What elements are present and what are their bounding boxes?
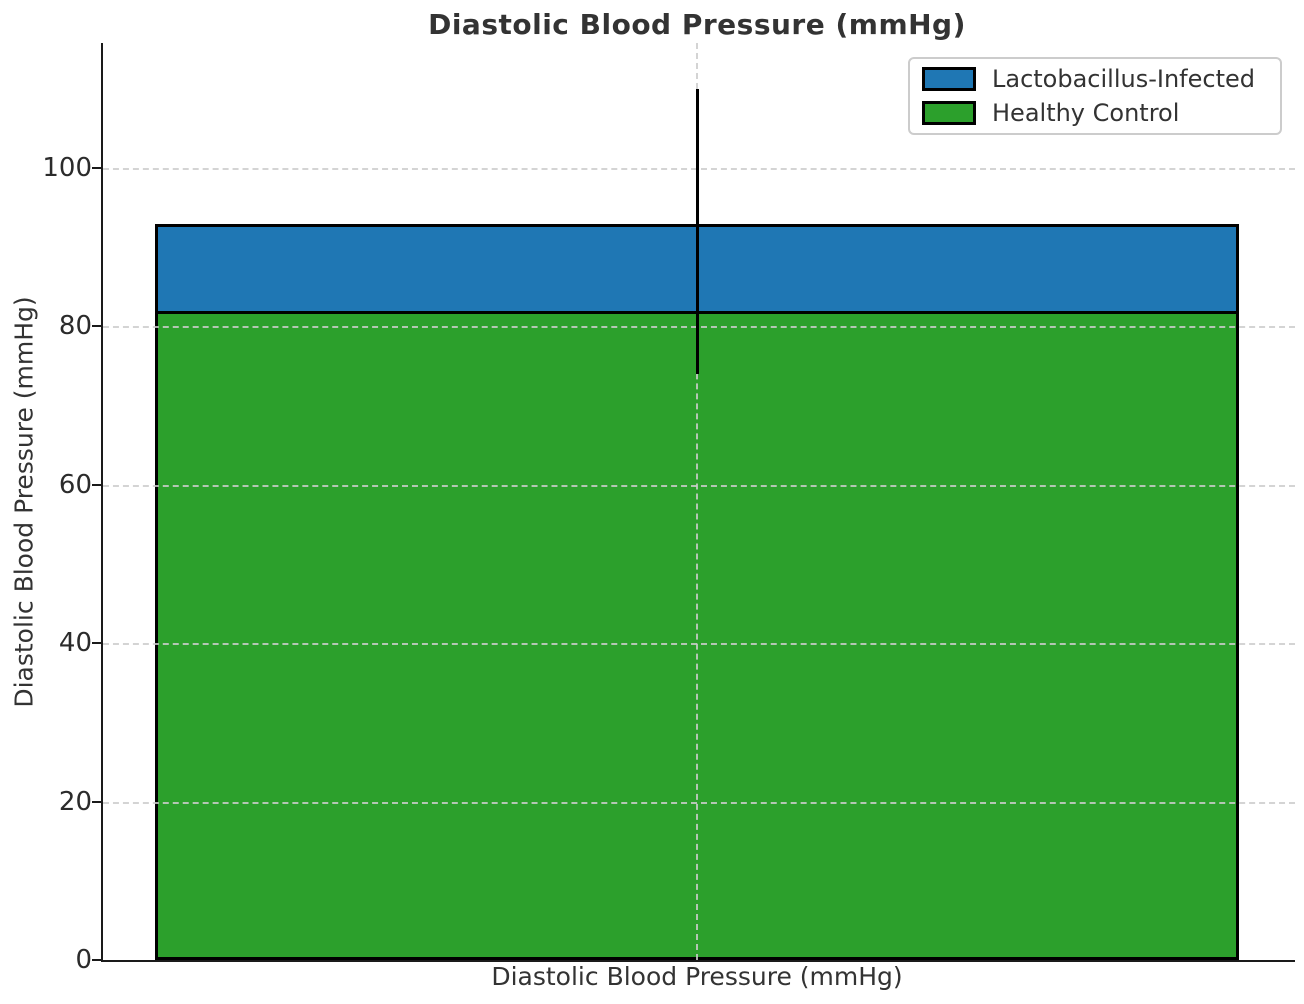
y-tick-label-100: 100 [42, 153, 92, 184]
y-tick-mark-80 [92, 325, 101, 328]
gridline-y-80 [103, 326, 1295, 329]
y-tick-mark-60 [92, 483, 101, 486]
gridline-y-100 [103, 168, 1295, 171]
y-tick-label-80: 80 [58, 311, 92, 342]
legend-swatch-healthy-control [922, 101, 976, 125]
legend-label: Lactobacillus-Infected [992, 65, 1255, 93]
legend-item: Healthy Control [922, 99, 1268, 127]
y-tick-mark-0 [92, 959, 101, 961]
gridline-y-20 [103, 801, 1295, 804]
legend-item: Lactobacillus-Infected [922, 65, 1268, 93]
y-tick-label-40: 40 [58, 628, 92, 659]
gridline-y-60 [103, 484, 1295, 487]
y-tick-mark-40 [92, 642, 101, 645]
y-tick-label-0: 0 [75, 945, 92, 975]
chart-title: Diastolic Blood Pressure (mmHg) [428, 8, 966, 41]
error-bars-layer [103, 43, 1295, 960]
legend-label: Healthy Control [992, 99, 1180, 127]
gridline-x-category [696, 43, 698, 960]
y-tick-mark-20 [92, 800, 101, 803]
grid-layer [103, 43, 1295, 960]
y-tick-mark-100 [92, 167, 101, 170]
plot-area [101, 43, 1295, 962]
error-bar-series-0 [695, 88, 699, 359]
gridline-y-40 [103, 643, 1295, 646]
error-bar-series-1 [695, 247, 699, 374]
x-axis-label: Diastolic Blood Pressure (mmHg) [491, 962, 903, 991]
legend-swatch-lactobacillus-infected [922, 67, 976, 91]
y-tick-label-20: 20 [58, 786, 92, 817]
y-tick-label-60: 60 [58, 469, 92, 500]
legend: Lactobacillus-Infected Healthy Control [908, 57, 1282, 135]
